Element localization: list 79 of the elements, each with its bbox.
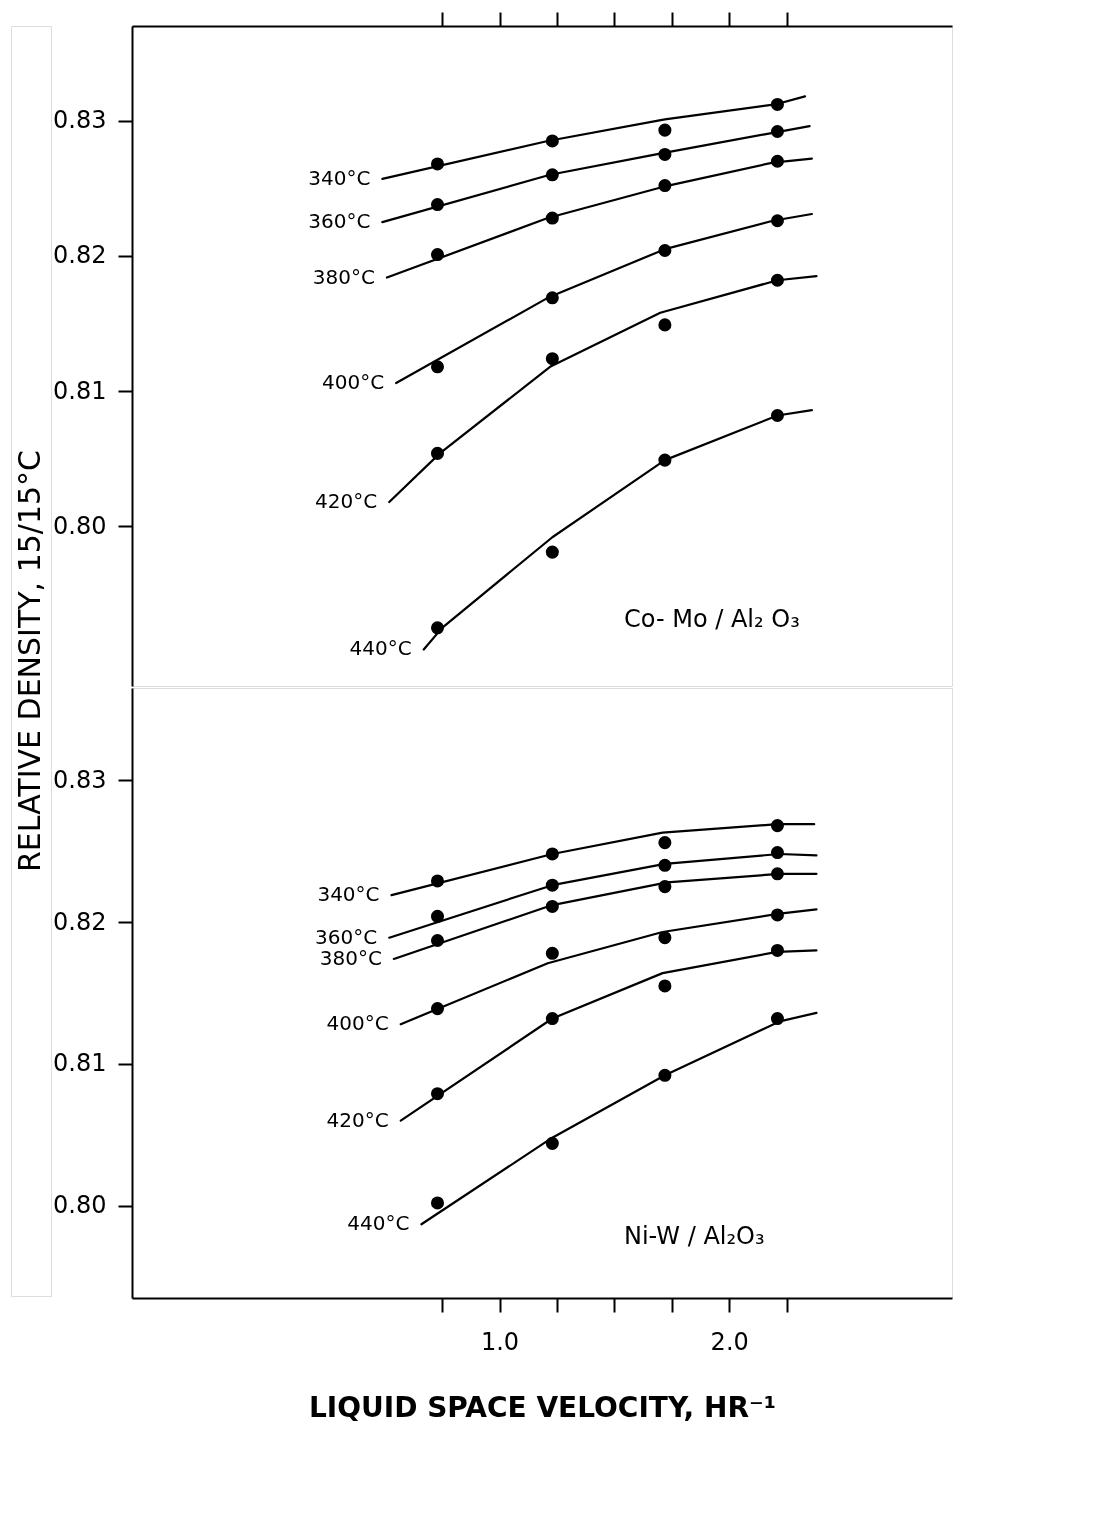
point [770,867,784,881]
y-tick-label: 0.83 [53,765,107,794]
line-series [388,275,818,504]
series-label: 400°C [322,370,385,395]
point [430,248,445,262]
line-series [420,1011,818,1226]
y-tick-label: 0.81 [53,1049,107,1078]
y-tick-label: 0.81 [53,376,107,405]
x-axis-title: LIQUID SPACE VELOCITY, HR⁻¹ [309,1390,776,1424]
series-label: 420°C [315,489,378,514]
annotation: Co- Mo / Al₂ O₃ [624,605,800,633]
line-series [399,908,818,1026]
point [658,244,672,258]
series-label: 420°C [326,1107,389,1132]
point [658,147,672,161]
line-series [422,409,813,651]
y-tick-label: 0.83 [53,106,107,135]
y-tick-label: 0.82 [53,907,107,936]
line-series [381,95,807,180]
point [430,360,445,374]
point [770,154,784,168]
series-label: 340°C [317,882,380,907]
point [658,931,672,945]
point [545,847,559,861]
point [770,846,784,860]
point [430,446,445,460]
point [658,179,672,193]
line-series [395,212,813,385]
point [545,352,559,366]
point [545,545,559,559]
point [658,880,672,894]
x-tick-label: 1.0 [480,1327,520,1356]
y-axis-title: RELATIVE DENSITY, 15/15°C [12,449,47,873]
point [430,874,445,888]
series-label: 440°C [349,636,412,661]
point [770,124,784,138]
point [658,318,672,332]
point [545,899,559,913]
annotation: Ni-W / Al₂O₃ [624,1222,765,1250]
x-tick-label: 2.0 [710,1327,749,1356]
point [658,123,672,137]
point [545,1136,559,1150]
point [430,157,445,171]
series-label: 440°C [347,1211,410,1236]
point [430,909,445,923]
y-tick-label: 0.80 [53,511,107,540]
series-label: 400°C [326,1011,389,1036]
point [770,908,784,922]
point [770,214,784,228]
point [770,819,784,833]
y-tick-label: 0.80 [53,1191,107,1220]
series-label: 380°C [312,264,375,289]
point [770,1012,784,1026]
point [430,198,445,212]
point [770,943,784,957]
y-tick-label: 0.82 [53,241,107,270]
point [545,291,559,305]
point [430,1196,445,1210]
point [545,878,559,892]
point [658,453,672,467]
point [545,168,559,182]
series-label: 340°C [308,165,371,190]
line-series [381,124,811,224]
point [545,1012,559,1026]
point [658,858,672,872]
point [545,134,559,148]
point [658,1068,672,1082]
point [430,1002,445,1016]
point [658,979,672,993]
point [770,273,784,287]
point [770,409,784,423]
point [770,97,784,111]
point [430,621,445,635]
point [545,211,559,225]
point [430,934,445,948]
point [430,1087,445,1101]
point [658,836,672,850]
point [545,946,559,960]
series-label: 360°C [308,209,371,234]
